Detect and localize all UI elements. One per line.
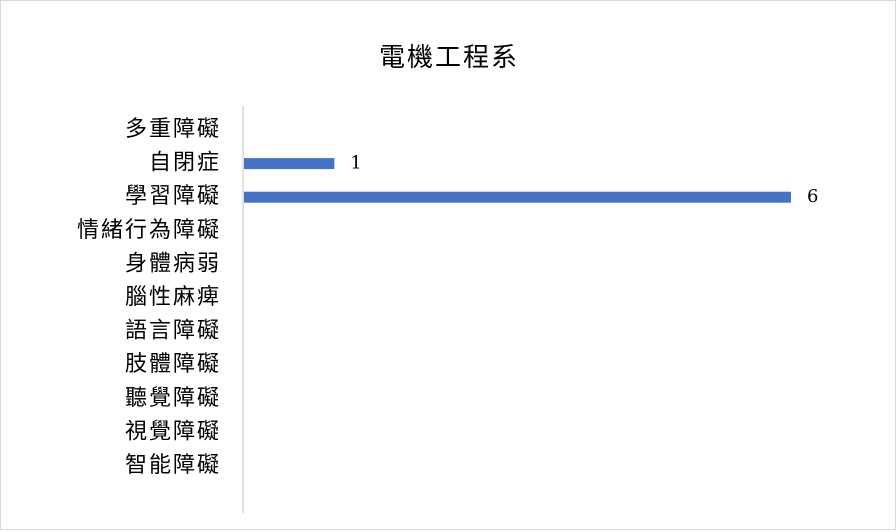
data-label: 6 (807, 186, 818, 207)
category-label: 學習障礙 (125, 184, 221, 209)
bars (244, 158, 791, 203)
category-label: 語言障礙 (125, 319, 221, 344)
bar (244, 158, 335, 170)
category-label: 肢體障礙 (125, 352, 221, 377)
category-label: 腦性麻痺 (125, 285, 221, 310)
data-label: 1 (350, 153, 361, 174)
category-label: 情緒行為障礙 (77, 218, 221, 243)
category-label: 智能障礙 (125, 453, 221, 478)
category-label: 身體病弱 (125, 251, 221, 276)
value-labels: 16 (350, 153, 818, 208)
bar (244, 191, 791, 203)
category-labels: 多重障礙自閉症學習障礙情緒行為障礙身體病弱腦性麻痺語言障礙肢體障礙聽覺障礙視覺障… (77, 117, 221, 478)
category-label: 聽覺障礙 (125, 386, 221, 411)
category-label: 視覺障礙 (125, 419, 221, 444)
category-label: 多重障礙 (125, 117, 221, 142)
category-label: 自閉症 (149, 151, 221, 176)
chart-title: 電機工程系 (378, 43, 519, 73)
